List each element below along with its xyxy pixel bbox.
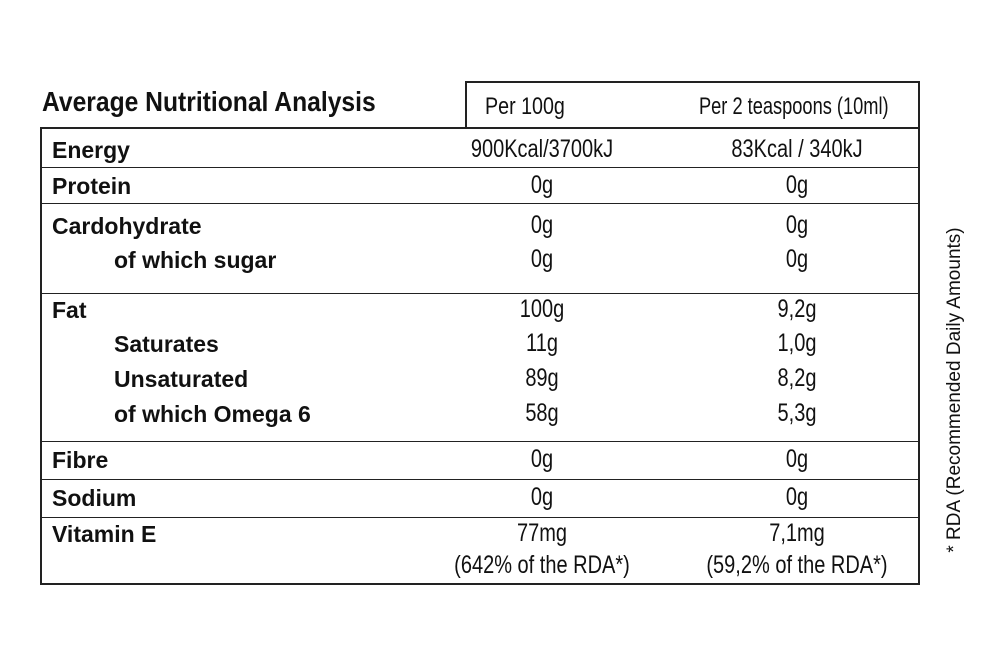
value-per-100g: 11g (526, 329, 558, 357)
table-row-protein: Protein 0g 0g (42, 167, 918, 204)
row-label: Sodium (52, 485, 137, 511)
row-label: Fat (52, 297, 87, 323)
value-per-100g: 100g (519, 295, 565, 323)
value-per-100g: 58g (525, 399, 559, 427)
row-label-sub: Saturates (114, 331, 219, 357)
rda-per-100g: (642% of the RDA*) (454, 551, 630, 579)
row-label-sub: of which sugar (114, 247, 277, 273)
value-per-100g: 0g (530, 211, 554, 239)
value-per-100g: 0g (530, 171, 554, 199)
value-per-serving: 0g (785, 211, 809, 239)
value-per-serving: 8,2g (777, 364, 817, 392)
value-per-100g: 0g (530, 245, 554, 273)
value-per-serving: 83Kcal / 340kJ (731, 135, 863, 163)
value-per-serving: 0g (785, 171, 809, 199)
row-label-sub: of which Omega 6 (114, 401, 311, 427)
value-per-serving: 9,2g (777, 295, 817, 323)
column-header: Per 100g Per 2 teaspoons (10ml) (465, 81, 920, 127)
row-label: Protein (52, 173, 132, 199)
value-per-100g: 900Kcal/3700kJ (470, 135, 614, 163)
table-row-energy: Energy 900Kcal/3700kJ 83Kcal / 340kJ (42, 129, 918, 168)
value-per-serving: 7,1mg (769, 519, 825, 547)
value-per-serving: 0g (785, 483, 809, 511)
table-row-sodium: Sodium 0g 0g (42, 479, 918, 518)
table-row-fibre: Fibre 0g 0g (42, 441, 918, 480)
row-label: Fibre (52, 447, 109, 473)
value-per-100g: 89g (525, 364, 559, 392)
value-per-100g: 0g (530, 483, 554, 511)
row-label: Energy (52, 137, 130, 163)
table-row-vitamin-e: Vitamin E 77mg 7,1mg (642% of the RDA*) … (42, 517, 918, 583)
table-title: Average Nutritional Analysis (42, 86, 376, 117)
rda-per-serving: (59,2% of the RDA*) (706, 551, 888, 579)
value-per-serving: 0g (785, 445, 809, 473)
value-per-100g: 77mg (516, 519, 568, 547)
value-per-serving: 0g (785, 245, 809, 273)
row-label-sub: Unsaturated (114, 366, 249, 392)
column-header-per-100g: Per 100g (485, 93, 565, 120)
value-per-serving: 1,0g (777, 329, 817, 357)
nutrition-table: Energy 900Kcal/3700kJ 83Kcal / 340kJ Pro… (40, 127, 920, 585)
column-header-per-serving: Per 2 teaspoons (10ml) (699, 93, 889, 120)
row-label: Cardohydrate (52, 213, 202, 239)
row-label: Vitamin E (52, 521, 157, 547)
value-per-serving: 5,3g (777, 399, 817, 427)
rda-footnote-text: * RDA (Recommended Daily Amounts) (944, 227, 965, 553)
table-row-carbohydrate: Cardohydrate 0g 0g of which sugar 0g 0g (42, 203, 918, 294)
value-per-100g: 0g (530, 445, 554, 473)
table-row-fat: Fat 100g 9,2g Saturates 11g 1,0g Unsatur… (42, 293, 918, 442)
